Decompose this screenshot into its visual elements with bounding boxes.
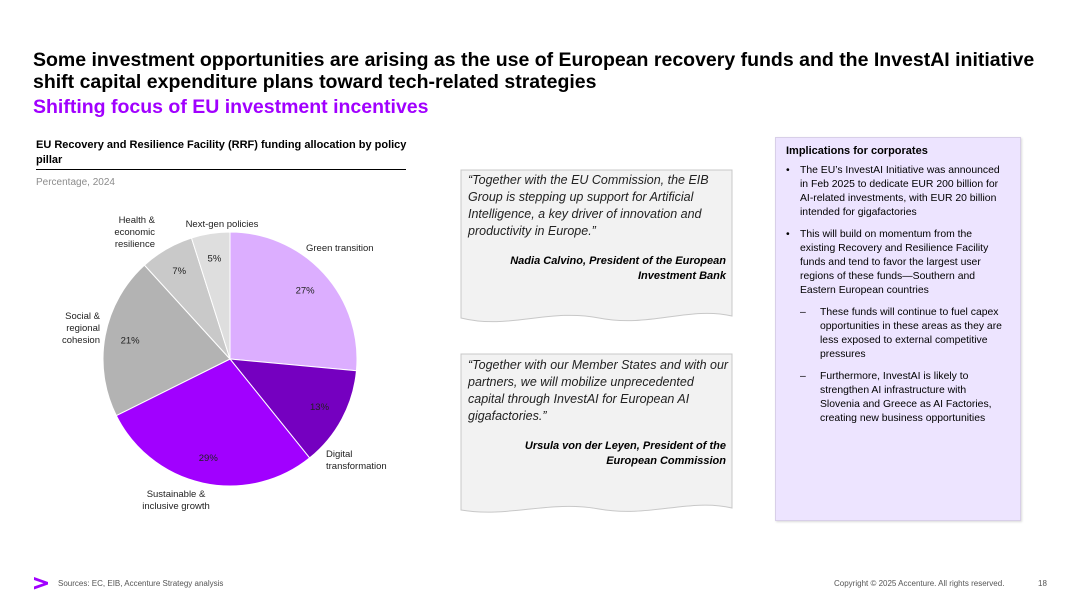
pie-slice [190,231,231,360]
implications-panel: Implications for corporates • The EU’s In… [775,137,1021,521]
quote-2-author: Ursula von der Leyen, President of the E… [524,440,726,467]
chart-subtitle: Percentage, 2024 [36,177,115,188]
pie-slice [115,358,311,487]
footer-sources: Sources: EC, EIB, Accenture Strategy ana… [58,579,224,588]
pie-slice [102,264,231,417]
chart-title-divider [36,169,406,170]
implication-sub-bullet: – These funds will continue to fuel capex… [786,306,1006,362]
quote-card-2-shape [460,353,733,513]
bullet-text: This will build on momentum from the exi… [800,229,989,296]
implications-title: Implications for corporates [786,145,928,157]
pie-value-label: 13% [310,402,330,413]
pie-category-label: Social & regional cohesion [62,311,101,346]
bullet-marker: – [800,307,806,318]
quote-card-1-shape [460,169,733,323]
pie-slice [228,358,358,459]
implication-bullet: • This will build on momentum from the ex… [786,228,1006,298]
bullet-text: These funds will continue to fuel capex … [820,307,1002,360]
pie-value-label: 29% [199,453,219,464]
quote-card-2: “Together with our Member States and wit… [459,352,734,518]
pie-value-label: 21% [121,335,141,346]
pie-category-label: Sustainable & inclusive growth [142,489,210,512]
pie-category-label: Green transition [306,243,374,254]
pie-chart: 27% Green transition 13% Digital transformat… [62,215,387,512]
implication-sub-bullet: – Furthermore, InvestAI is likely to stre… [786,370,1006,426]
footer-copyright: Copyright © 2025 Accenture. All rights r… [834,579,1005,588]
quote-1-author: Nadia Calvino, President of the European… [510,255,726,282]
bullet-marker: • [786,229,790,240]
slide-title: Some investment opportunities are arisin… [33,49,1035,93]
page-number: 18 [1038,579,1047,588]
implications-list: • The EU’s InvestAI Initiative was announ… [786,164,1006,434]
accenture-greater-than-icon [34,577,48,590]
pie-value-label: 7% [172,266,186,277]
pie-category-label: Health & economic resilience [114,215,155,250]
pie-slice [229,231,358,372]
chart-title: EU Recovery and Resilience Facility (RRF… [36,139,407,166]
bullet-marker: • [786,165,790,176]
pie-value-label: 5% [208,254,222,265]
pie-category-label: Next-gen policies [186,219,259,230]
quote-2-text: “Together with our Member States and wit… [468,358,729,423]
quote-card-1: “Together with the EU Commission, the EI… [459,168,734,328]
pie-value-label: 27% [296,286,316,297]
implication-bullet: • The EU’s InvestAI Initiative was announ… [786,164,1006,220]
quote-1-text: “Together with the EU Commission, the EI… [468,173,709,238]
bullet-text: The EU’s InvestAI Initiative was announc… [800,165,1000,218]
bullet-text: Furthermore, InvestAI is likely to stren… [820,371,992,424]
slide-subtitle: Shifting focus of EU investment incentiv… [33,96,429,118]
pie-category-label: Digital transformation [326,449,387,472]
bullet-marker: – [800,371,806,382]
